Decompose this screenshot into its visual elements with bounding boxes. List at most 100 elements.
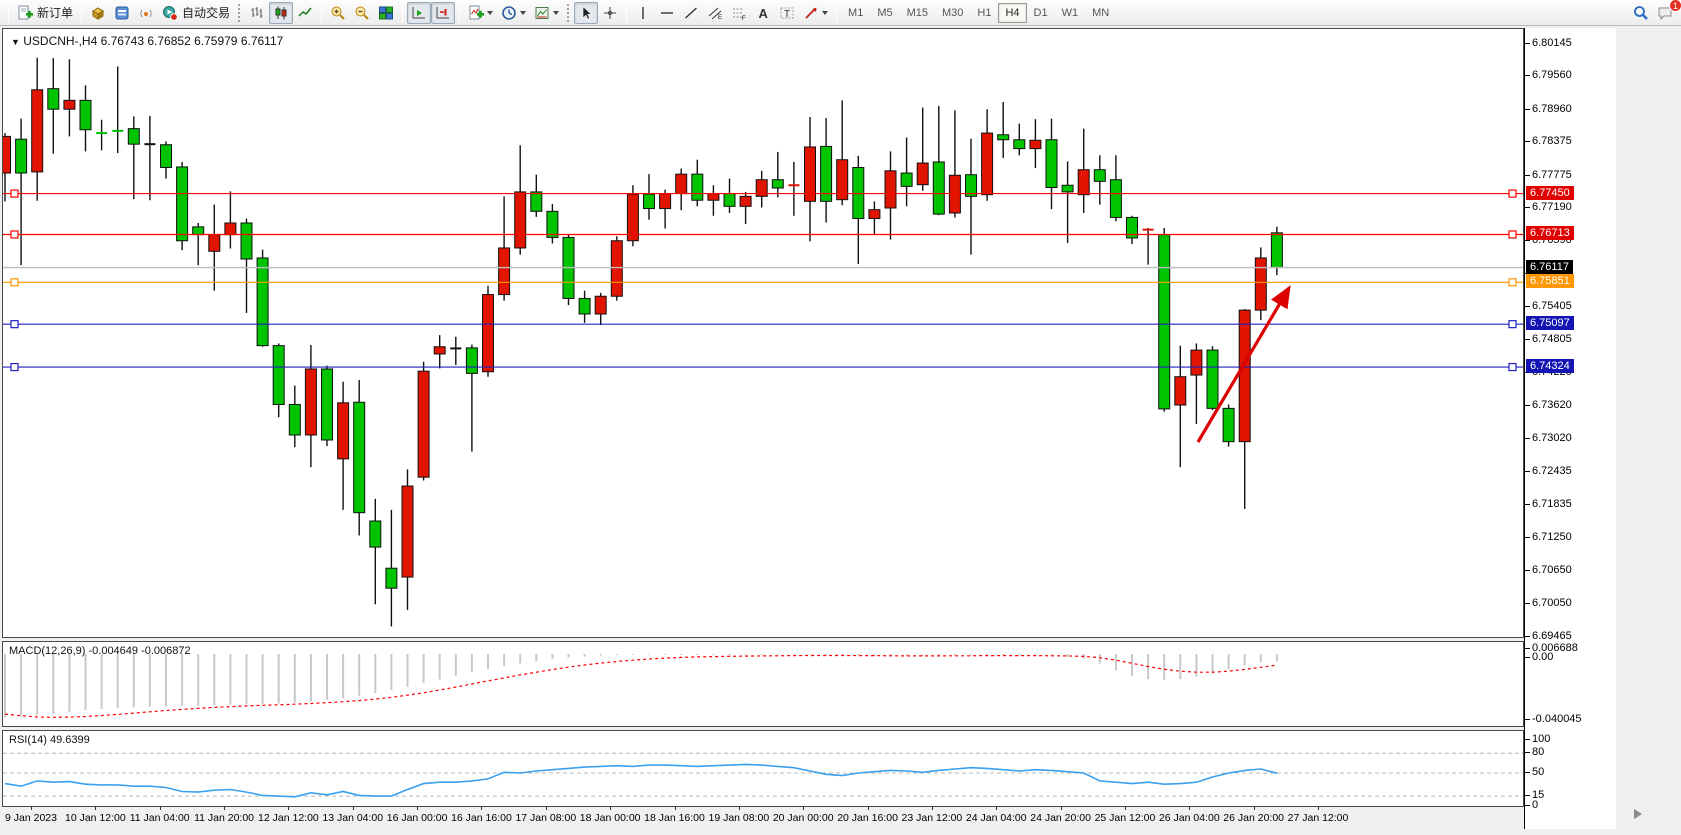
zoom-in-button[interactable] [326, 2, 350, 24]
price-chart-pane[interactable]: ▼ USDCNH-,H4 6.76743 6.76852 6.75979 6.7… [2, 28, 1524, 638]
macd-tick-mark [1525, 648, 1530, 649]
timeframe-w1-button[interactable]: W1 [1061, 6, 1079, 19]
timeframe-m30-button[interactable]: M30 [942, 6, 964, 19]
rsi-label: RSI(14) 49.6399 [9, 734, 90, 746]
timeframe-m15-button[interactable]: M15 [906, 6, 928, 19]
price-tick-mark [1525, 635, 1530, 637]
text-label-button[interactable]: T [775, 2, 799, 24]
rsi-tick-mark [1525, 739, 1530, 740]
bar-chart-button[interactable] [245, 2, 269, 24]
rsi-axis-label: 80 [1532, 746, 1545, 759]
macd-chart[interactable] [3, 642, 1523, 726]
macd-values: -0.004649 -0.006872 [88, 645, 191, 657]
autotrading-button[interactable]: 自动交易 [158, 2, 234, 24]
timeframe-d1-button[interactable]: D1 [1033, 6, 1048, 19]
price-tick-mark [1525, 141, 1530, 143]
equidistant-channel-button[interactable]: E [703, 2, 727, 24]
periods-button[interactable] [497, 2, 530, 24]
new-order-button-label: 新订单 [37, 6, 74, 20]
indicators-button[interactable] [464, 2, 497, 24]
timeframe-h4-button[interactable]: H4 [998, 2, 1027, 23]
macd-indicator-pane[interactable]: MACD(12,26,9) -0.004649 -0.006872 [2, 641, 1524, 727]
toolbar-separator [321, 2, 323, 23]
fibonacci-button[interactable]: F [727, 2, 751, 24]
toolbar-separator [8, 2, 9, 23]
rsi-chart[interactable] [3, 731, 1523, 806]
toolbar-grip [566, 2, 572, 23]
line-handle [10, 320, 19, 329]
line-chart-button[interactable] [293, 2, 317, 24]
price-tick-label: 6.73620 [1532, 399, 1572, 412]
time-tick-label: 26 Jan 20:00 [1223, 812, 1284, 824]
caret-down-icon [487, 10, 494, 15]
candlestick-button[interactable] [269, 1, 294, 24]
price-tick-label: 6.73020 [1532, 432, 1572, 445]
tile-windows-button[interactable] [374, 2, 398, 24]
timeframe-m1-button[interactable]: M1 [848, 6, 864, 19]
collapse-triangle-icon[interactable]: ▼ [11, 37, 20, 47]
time-tick-label: 10 Jan 12:00 [64, 812, 126, 824]
search-icon [1634, 5, 1648, 20]
time-axis[interactable]: 9 Jan 2023 10 Jan 12:00 11 Jan 04:00 11 Jan… [2, 807, 1524, 829]
time-tick-label: 17 Jan 08:00 [515, 812, 577, 824]
fibonacci-icon: F [733, 8, 746, 21]
time-tick-label: 11 Jan 04:00 [129, 812, 190, 824]
channel-icon: E [708, 7, 722, 21]
data-window-icon [115, 6, 129, 19]
crosshair-icon [604, 6, 617, 19]
data-window-button[interactable] [110, 2, 134, 24]
bar-chart-icon [251, 6, 263, 18]
horizontal-line-button[interactable] [655, 2, 679, 24]
price-tick-mark [1525, 306, 1530, 308]
svg-text:F: F [742, 16, 746, 21]
new-order-button[interactable]: 新订单 [13, 2, 77, 24]
timeframe-mn-button[interactable]: MN [1092, 6, 1110, 19]
caret-down-icon [553, 10, 560, 15]
price-axis[interactable]: 6.80145 6.79560 6.78960 6.78375 6.77775 6.771… [1524, 28, 1616, 829]
market-watch-icon [92, 6, 104, 20]
rsi-indicator-pane[interactable]: RSI(14) 49.6399 [2, 730, 1524, 807]
time-tick-mark [159, 807, 161, 810]
caret-down-icon [520, 10, 527, 15]
price-tick-mark [1525, 43, 1530, 44]
cursor-button[interactable] [574, 1, 599, 24]
notifications-button[interactable]: 1 [1653, 0, 1681, 24]
price-badge: 6.74324 [1526, 359, 1574, 374]
auto-scroll-button[interactable] [407, 1, 432, 24]
toolbar-separator [626, 2, 628, 23]
time-tick-mark [545, 807, 547, 810]
time-tick-label: 20 Jan 00:00 [772, 812, 834, 824]
zoom-out-button[interactable] [350, 2, 374, 24]
timeframe-m5-button[interactable]: M5 [877, 6, 893, 19]
time-tick-mark [738, 807, 740, 810]
line-handle [1508, 230, 1517, 239]
tile-windows-icon [379, 6, 394, 19]
arrows-icon [805, 7, 817, 19]
text-button[interactable]: A [751, 2, 775, 24]
toolbar: 新订单 自动交易 E F A T M1 M5 M15 M30 H1 H4 D1 W1 MN 1 [0, 0, 1681, 26]
timeframe-h1-button[interactable]: H1 [977, 6, 992, 19]
chart-shift-button[interactable] [431, 1, 456, 24]
line-handle [10, 230, 19, 239]
time-tick-mark [803, 807, 805, 810]
trendline-button[interactable] [679, 2, 703, 24]
time-tick-mark [1124, 807, 1126, 810]
candlestick-chart[interactable] [3, 29, 1523, 637]
signals-button[interactable] [134, 2, 158, 24]
search-button[interactable] [1629, 2, 1653, 24]
macd-label: MACD(12,26,9) -0.004649 -0.006872 [9, 645, 191, 657]
price-tick-mark [1525, 174, 1530, 176]
price-tick-mark [1525, 536, 1530, 538]
rsi-tick-mark [1525, 772, 1530, 773]
market-watch-button[interactable] [86, 2, 110, 24]
templates-button[interactable] [530, 2, 563, 24]
indicators-icon [469, 5, 485, 19]
vertical-line-button[interactable] [631, 2, 655, 24]
arrows-button[interactable] [799, 2, 832, 24]
time-tick-label: 26 Jan 04:00 [1158, 812, 1220, 824]
line-handle [1508, 189, 1517, 198]
label-icon: T [780, 7, 794, 20]
time-tick-label: 25 Jan 12:00 [1094, 812, 1156, 824]
crosshair-button[interactable] [598, 2, 622, 24]
text-icon: A [759, 6, 769, 21]
